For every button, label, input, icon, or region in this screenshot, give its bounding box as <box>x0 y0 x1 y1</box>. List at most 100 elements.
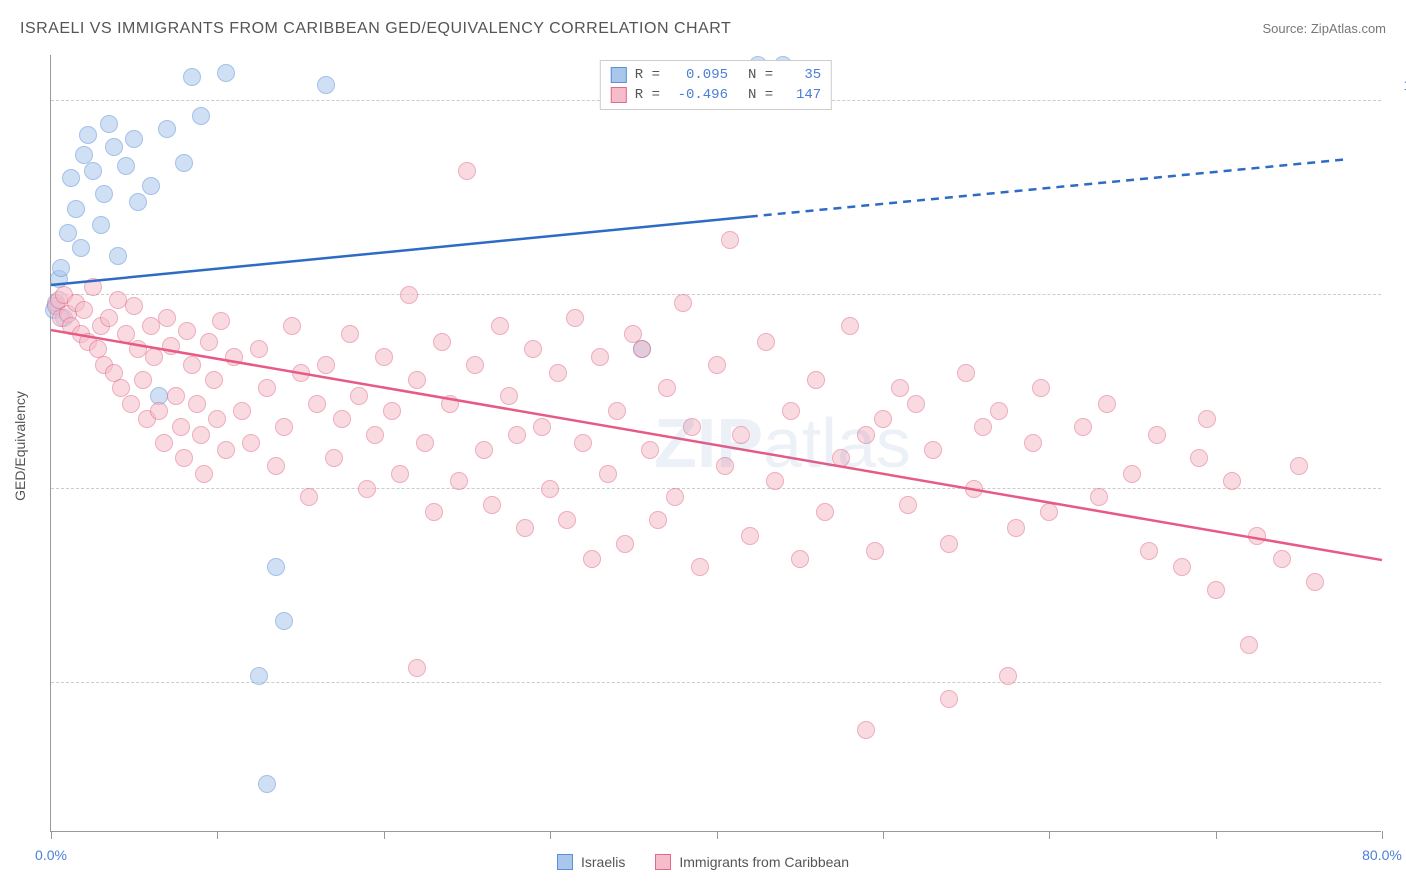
legend-n-label: N = <box>748 87 773 103</box>
data-point <box>366 426 384 444</box>
x-tick-label: 80.0% <box>1362 847 1402 863</box>
series-legend: IsraelisImmigrants from Caribbean <box>557 854 849 870</box>
data-point <box>599 465 617 483</box>
data-point <box>940 535 958 553</box>
data-point <box>129 193 147 211</box>
data-point <box>192 426 210 444</box>
data-point <box>258 775 276 793</box>
data-point <box>283 317 301 335</box>
data-point <box>433 333 451 351</box>
data-point <box>583 550 601 568</box>
data-point <box>832 449 850 467</box>
legend-item: Israelis <box>557 854 625 870</box>
data-point <box>325 449 343 467</box>
data-point <box>1024 434 1042 452</box>
data-point <box>1207 581 1225 599</box>
y-tick-label: 62.5% <box>1391 659 1406 675</box>
data-point <box>217 441 235 459</box>
data-point <box>100 309 118 327</box>
data-point <box>866 542 884 560</box>
data-point <box>616 535 634 553</box>
data-point <box>591 348 609 366</box>
data-point <box>162 337 180 355</box>
data-point <box>225 348 243 366</box>
data-point <box>1290 457 1308 475</box>
data-point <box>275 612 293 630</box>
data-point <box>1223 472 1241 490</box>
data-point <box>666 488 684 506</box>
data-point <box>990 402 1008 420</box>
data-point <box>857 426 875 444</box>
data-point <box>391 465 409 483</box>
data-point <box>134 371 152 389</box>
data-point <box>1123 465 1141 483</box>
data-point <box>425 503 443 521</box>
data-point <box>167 387 185 405</box>
data-point <box>683 418 701 436</box>
legend-r-value: -0.496 <box>668 87 728 103</box>
x-tick-label: 0.0% <box>35 847 67 863</box>
data-point <box>649 511 667 529</box>
data-point <box>708 356 726 374</box>
data-point <box>200 333 218 351</box>
data-point <box>766 472 784 490</box>
data-point <box>674 294 692 312</box>
data-point <box>145 348 163 366</box>
data-point <box>782 402 800 420</box>
data-point <box>1306 573 1324 591</box>
data-point <box>258 379 276 397</box>
data-point <box>95 185 113 203</box>
data-point <box>483 496 501 514</box>
data-point <box>192 107 210 125</box>
data-point <box>122 395 140 413</box>
chart-plot-area: R = 0.095 N = 35 R = -0.496 N = 147 ZIPa… <box>50 55 1381 832</box>
data-point <box>72 239 90 257</box>
data-point <box>1090 488 1108 506</box>
data-point <box>52 259 70 277</box>
data-point <box>100 115 118 133</box>
data-point <box>212 312 230 330</box>
legend-r-label: R = <box>635 67 660 83</box>
data-point <box>757 333 775 351</box>
data-point <box>541 480 559 498</box>
scatter-plot <box>51 55 1381 831</box>
data-point <box>940 690 958 708</box>
data-point <box>1273 550 1291 568</box>
y-axis-label: GED/Equivalency <box>12 391 28 501</box>
data-point <box>1240 636 1258 654</box>
data-point <box>195 465 213 483</box>
data-point <box>558 511 576 529</box>
data-point <box>375 348 393 366</box>
data-point <box>1140 542 1158 560</box>
data-point <box>524 340 542 358</box>
data-point <box>308 395 326 413</box>
legend-n-label: N = <box>748 67 773 83</box>
legend-r-value: 0.095 <box>668 67 728 83</box>
data-point <box>857 721 875 739</box>
source-label: Source: ZipAtlas.com <box>1262 21 1386 36</box>
data-point <box>500 387 518 405</box>
data-point <box>317 76 335 94</box>
data-point <box>466 356 484 374</box>
data-point <box>408 371 426 389</box>
data-point <box>250 340 268 358</box>
data-point <box>791 550 809 568</box>
data-point <box>233 402 251 420</box>
data-point <box>999 667 1017 685</box>
data-point <box>716 457 734 475</box>
data-point <box>1098 395 1116 413</box>
data-point <box>907 395 925 413</box>
data-point <box>807 371 825 389</box>
data-point <box>178 322 196 340</box>
data-point <box>508 426 526 444</box>
data-point <box>874 410 892 428</box>
data-point <box>974 418 992 436</box>
data-point <box>275 418 293 436</box>
data-point <box>183 68 201 86</box>
legend-n-value: 35 <box>781 67 821 83</box>
data-point <box>105 138 123 156</box>
data-point <box>816 503 834 521</box>
data-point <box>125 297 143 315</box>
data-point <box>965 480 983 498</box>
data-point <box>188 395 206 413</box>
